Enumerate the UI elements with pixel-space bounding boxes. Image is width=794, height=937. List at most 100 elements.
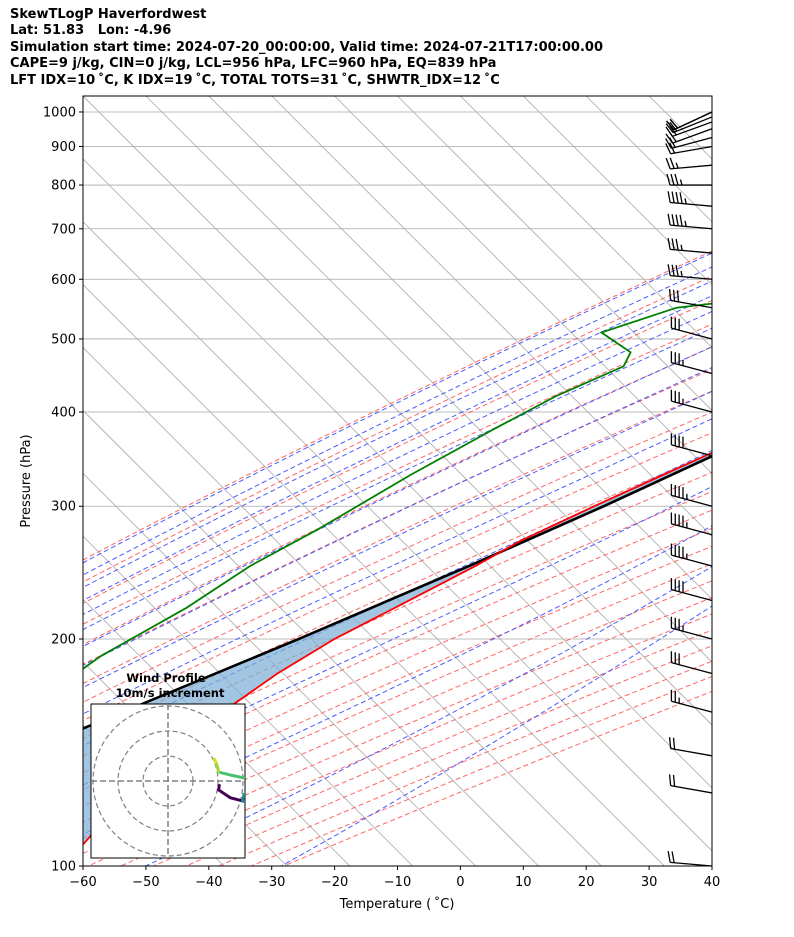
dry-adiabat xyxy=(83,471,712,757)
dry-adiabat xyxy=(83,250,712,561)
wind-barb-shaft xyxy=(671,554,713,567)
hodograph-segment xyxy=(258,781,283,791)
dry-adiabat xyxy=(83,368,712,665)
wind-barb-flag xyxy=(669,132,677,143)
x-tick-label: −50 xyxy=(132,875,159,890)
wind-barb-flag xyxy=(666,173,671,186)
isotherm-line xyxy=(83,284,665,866)
wind-barb xyxy=(667,213,713,230)
dry-adiabat xyxy=(185,645,712,866)
wind-barb-flag xyxy=(667,213,671,226)
wind-barb-flag xyxy=(665,143,672,155)
wind-barb xyxy=(670,351,713,375)
wind-barb-flag xyxy=(669,157,675,169)
wind-barb-flag xyxy=(671,214,675,226)
chart-header: SkewTLogP Haverfordwest Lat: 51.83 Lon: … xyxy=(10,7,603,89)
wind-barb-flag xyxy=(671,191,675,203)
wind-barb-half-flag xyxy=(684,198,687,205)
moist-adiabat xyxy=(83,266,712,576)
isotherm-line xyxy=(83,535,413,866)
wind-barb xyxy=(667,238,713,254)
dry-adiabat xyxy=(83,545,712,823)
wind-barb-shaft xyxy=(670,274,713,280)
wind-barb-shaft xyxy=(671,361,713,375)
isotherm-line xyxy=(83,221,712,852)
inset-subtitle: 10m/s increment xyxy=(116,686,225,700)
wind-barb xyxy=(666,173,712,186)
wind-barb xyxy=(670,316,713,340)
moist-adiabat xyxy=(83,525,712,835)
isotherm-line xyxy=(83,347,602,866)
wind-barb xyxy=(668,289,713,309)
wind-barb-flag xyxy=(668,289,672,301)
hodograph-segment xyxy=(258,789,284,791)
wind-barb-flag xyxy=(669,142,676,154)
x-tick-label: −30 xyxy=(258,875,285,890)
moist-adiabat xyxy=(83,252,712,564)
wind-barb-flag xyxy=(670,173,675,186)
wind-barb-flag xyxy=(668,137,676,148)
wind-barb-half-flag xyxy=(675,162,679,169)
y-tick-label: 700 xyxy=(51,222,76,237)
wind-barb-flag xyxy=(668,774,672,786)
wind-barb-shaft xyxy=(670,784,713,794)
wind-barb-flag xyxy=(667,264,671,276)
hodograph-segment xyxy=(228,796,245,803)
wind-barb-flag xyxy=(667,238,671,250)
stability-indices-1: CAPE=9 j/kg, CIN=0 j/kg, LCL=956 hPa, LF… xyxy=(10,56,497,72)
wind-barb-shaft xyxy=(670,201,713,207)
wind-barb-shaft xyxy=(670,164,713,170)
wind-barb xyxy=(670,543,713,567)
lat-lon: Lat: 51.83 Lon: -4.96 xyxy=(10,23,172,39)
wind-barb-flag xyxy=(669,125,677,136)
isotherm-line xyxy=(585,96,712,223)
wind-barb-shaft xyxy=(672,121,713,137)
wind-barb-flag xyxy=(672,737,676,750)
wind-barb-shaft xyxy=(671,494,713,507)
moist-adiabat xyxy=(83,367,712,666)
inset-content xyxy=(91,704,284,858)
wind-barb-flag xyxy=(675,191,679,204)
dry-adiabat xyxy=(83,299,712,604)
wind-barb-flag xyxy=(668,737,672,749)
hodograph-segment xyxy=(217,770,234,777)
inset-title: Wind Profile xyxy=(126,671,206,685)
y-tick-label: 800 xyxy=(51,179,76,194)
wind-barbs xyxy=(665,111,713,867)
wind-barb-shaft xyxy=(671,700,713,713)
wind-barb-half-flag xyxy=(680,244,683,251)
x-axis-label: Temperature ( ˚C) xyxy=(339,896,455,912)
wind-barb-shaft xyxy=(671,327,713,340)
x-tick-label: 40 xyxy=(704,875,721,890)
dry-adiabat xyxy=(218,660,712,866)
wind-barb-flag xyxy=(674,173,679,186)
wind-barb-shaft xyxy=(671,136,713,150)
wind-barb-flag xyxy=(667,191,671,203)
x-tick-label: −60 xyxy=(69,875,96,890)
isotherm-line xyxy=(648,96,712,160)
wind-barb-flag xyxy=(665,138,672,149)
dry-adiabat xyxy=(251,675,712,866)
x-tick-label: −20 xyxy=(321,875,348,890)
wind-barb xyxy=(667,264,713,280)
isotherm-line xyxy=(775,96,794,866)
wind-barb-flag xyxy=(675,264,679,277)
wind-barb-shaft xyxy=(671,662,713,675)
stability-indices-2: LFT IDX=10 ˚C, K IDX=19 ˚C, TOTAL TOTS=3… xyxy=(10,72,500,88)
moist-adiabat xyxy=(83,346,712,647)
isotherm-line xyxy=(145,96,712,663)
dewpoint-line xyxy=(83,302,712,670)
hodograph-segment xyxy=(242,792,245,796)
hodograph-segment xyxy=(230,773,245,780)
wind-barb xyxy=(665,157,713,170)
dry-adiabat xyxy=(83,323,712,625)
wind-barb-flag xyxy=(669,118,679,129)
moist-adiabat xyxy=(83,390,712,689)
wind-barb-flag xyxy=(676,290,680,302)
dry-adiabat xyxy=(83,509,712,791)
wind-barb xyxy=(665,116,713,134)
y-tick-label: 1000 xyxy=(43,105,76,120)
moist-adiabat xyxy=(281,605,712,866)
y-tick-label: 200 xyxy=(51,633,76,648)
